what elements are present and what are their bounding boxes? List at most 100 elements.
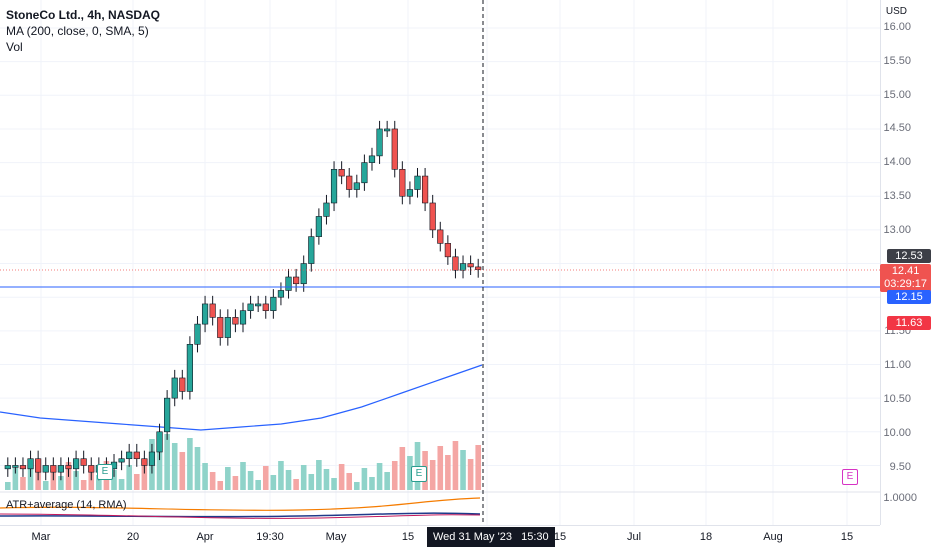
atr-tick: 1.0000 [883, 492, 917, 504]
candle [133, 451, 140, 460]
ma-indicator-label[interactable]: MA (200, close, 0, SMA, 5) [6, 24, 149, 38]
volume-bar [437, 446, 444, 490]
volume-bar [270, 475, 277, 490]
legend: StoneCo Ltd., 4h, NASDAQ MA (200, close,… [6, 7, 160, 55]
candle [406, 189, 414, 197]
volume-bar [338, 464, 345, 490]
candles [4, 120, 482, 481]
candle [217, 317, 224, 338]
volume-bar [133, 474, 140, 490]
candle [315, 216, 322, 237]
time-tick: Aug [763, 531, 783, 543]
candle [118, 458, 125, 463]
volume-bar [156, 448, 163, 490]
price-tick: 13.00 [883, 224, 911, 236]
candle [201, 303, 209, 325]
volume-bar [111, 470, 117, 490]
candle [126, 451, 133, 460]
volume-bar [58, 476, 64, 490]
volume-bar [209, 472, 216, 490]
volume-bar [247, 471, 254, 490]
candle [437, 229, 444, 244]
overlay-lines [0, 0, 880, 525]
time-scale[interactable]: Mar 20 Apr 19:30 May 15 15 Jul 18 Aug 15… [0, 525, 880, 551]
time-tick: 19:30 [256, 531, 284, 543]
candle [35, 458, 42, 473]
volume-bar [96, 475, 102, 490]
candle [4, 465, 11, 470]
volume-bar [20, 477, 26, 490]
volume-indicator-label[interactable]: Vol [6, 40, 23, 54]
candle [459, 263, 467, 271]
candle [232, 317, 239, 325]
ma-line-path [0, 364, 483, 431]
earnings-marker-icon[interactable]: E [97, 464, 113, 480]
ma-line [0, 364, 483, 431]
volume-bar [187, 438, 193, 490]
volume-bar [240, 462, 246, 490]
volume-bar [376, 463, 383, 490]
volume-bar [73, 471, 79, 490]
time-tick: 15 [553, 531, 567, 543]
atr-average-line [0, 512, 481, 518]
volume-bar [278, 461, 284, 490]
volume-bar [475, 445, 481, 490]
low-price-badge: 11.63 [887, 316, 931, 330]
volume-bar [384, 472, 390, 490]
candle [338, 169, 345, 177]
candle [270, 296, 277, 311]
volume-bar [285, 470, 292, 490]
volume-bar [361, 468, 368, 490]
crosshair-date: Wed 31 May '23 [433, 531, 512, 543]
volume-bar [179, 452, 186, 490]
candle [277, 290, 285, 298]
candle [444, 243, 451, 258]
candle [239, 310, 247, 325]
earnings-marker-icon[interactable]: E [842, 469, 858, 485]
candle [186, 344, 193, 392]
candle [164, 397, 171, 433]
price-tick: 15.50 [883, 55, 911, 67]
candle [422, 175, 429, 204]
candle [80, 458, 87, 466]
volume-bar [429, 460, 436, 490]
candle [300, 263, 307, 285]
atr-pane [0, 497, 481, 519]
price-tick: 14.00 [883, 156, 911, 168]
candle [72, 458, 80, 470]
candle [148, 451, 156, 466]
atr-indicator-label[interactable]: ATR+average (14, RMA) [6, 499, 127, 511]
price-chart[interactable] [0, 0, 880, 525]
candle [353, 182, 360, 190]
time-tick: Jul [626, 531, 642, 543]
symbol-title[interactable]: StoneCo Ltd., 4h, NASDAQ [6, 8, 160, 22]
candle [429, 202, 436, 231]
currency-label[interactable]: USD [885, 6, 907, 17]
candle [414, 175, 421, 190]
time-tick: Apr [196, 531, 214, 543]
candle [27, 458, 34, 470]
time-tick: 20 [126, 531, 140, 543]
volume-bar [141, 460, 148, 490]
candle [19, 465, 27, 470]
countdown: 03:29:17 [884, 278, 927, 290]
price-tick: 9.50 [889, 461, 911, 473]
volume-bar [126, 465, 132, 490]
price-tick: 11.00 [884, 359, 911, 371]
volume-bar [202, 463, 208, 490]
price-badge-dark: 12.53 [887, 249, 931, 263]
volume-bar [80, 480, 87, 490]
volume-bar [164, 434, 170, 490]
atr-line [0, 497, 481, 511]
price-tick: 16.00 [883, 21, 911, 33]
chart-area[interactable]: StoneCo Ltd., 4h, NASDAQ MA (200, close,… [0, 0, 880, 525]
atr-line-2 [0, 513, 481, 519]
price-scale[interactable]: USD 16.00 15.50 15.00 14.50 14.00 13.50 … [880, 0, 932, 525]
crosshair-time-badge: Wed 31 May '23 15:30 [427, 527, 555, 547]
volume-bar [42, 481, 49, 490]
volume-bar [232, 476, 239, 490]
earnings-marker-icon[interactable]: E [411, 466, 427, 482]
volume-bar [331, 478, 337, 490]
time-tick: May [325, 531, 347, 543]
volume-bar [5, 482, 11, 490]
